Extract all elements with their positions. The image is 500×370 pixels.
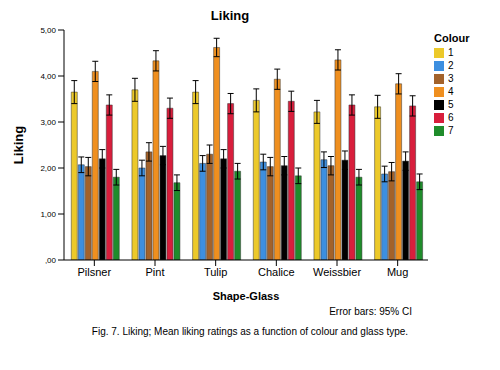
html-text:7: 7 (448, 125, 454, 136)
svg-text:Weissbier: Weissbier (313, 266, 361, 278)
html-text:6: 6 (448, 112, 454, 123)
html-text:2: 2 (448, 60, 454, 71)
html-text:Fig. 7. Liking; Mean liking ra: Fig. 7. Liking; Mean liking ratings as a… (91, 326, 409, 337)
html-text:4: 4 (448, 86, 454, 97)
svg-text:3,00: 3,00 (40, 118, 56, 127)
html-text:Error bars: 95% CI: Error bars: 95% CI (329, 306, 412, 317)
html-text:5: 5 (448, 99, 454, 110)
svg-text:4,00: 4,00 (40, 72, 56, 81)
html-text:Colour: Colour (434, 32, 470, 44)
svg-text:Shape-Glass: Shape-Glass (213, 290, 280, 302)
html-text:1: 1 (448, 47, 454, 58)
svg-text:Pilsner: Pilsner (78, 266, 112, 278)
svg-text:Liking: Liking (11, 126, 26, 164)
svg-text:,00: ,00 (45, 256, 57, 265)
svg-text:5,00: 5,00 (40, 26, 56, 35)
svg-text:Chalice: Chalice (258, 266, 295, 278)
svg-text:Tulip: Tulip (204, 266, 227, 278)
html-text:3: 3 (448, 73, 454, 84)
svg-text:Pint: Pint (146, 266, 165, 278)
html-text:Liking: Liking (210, 8, 250, 23)
svg-text:Mug: Mug (387, 266, 408, 278)
svg-text:1,00: 1,00 (40, 210, 56, 219)
svg-text:2,00: 2,00 (40, 164, 56, 173)
